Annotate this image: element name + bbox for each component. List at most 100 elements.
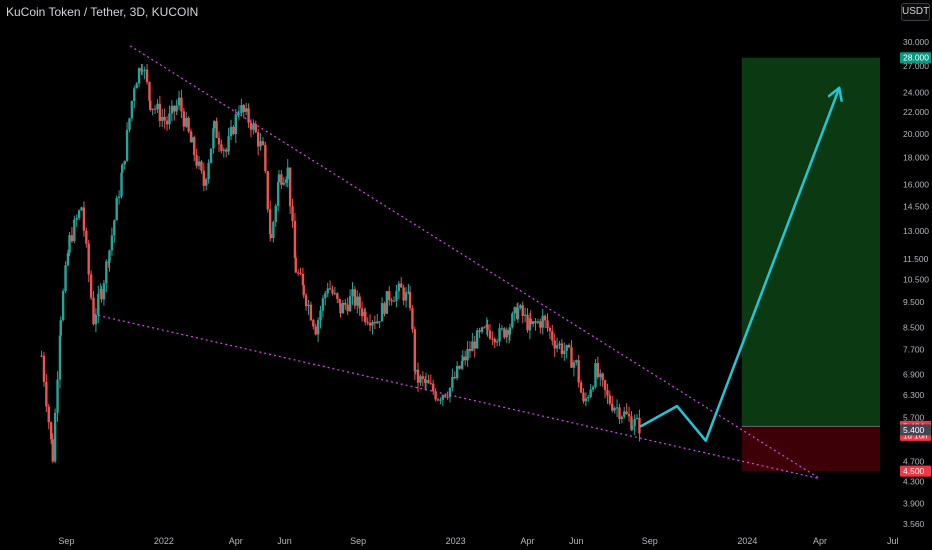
candle-body — [486, 324, 489, 331]
candle-body — [293, 220, 297, 258]
candle-body — [368, 322, 372, 326]
y-tick-label: 22.000 — [903, 107, 929, 117]
candle-body — [458, 365, 461, 369]
candle-body — [360, 308, 364, 317]
candle-body — [213, 121, 216, 129]
candle-body — [261, 141, 265, 145]
stop-zone — [741, 426, 881, 472]
candle-body — [455, 365, 459, 379]
x-tick-label: 2022 — [154, 536, 174, 546]
candle-body — [594, 363, 597, 387]
candle-body — [404, 292, 408, 301]
candle-body — [97, 293, 100, 316]
x-tick-label: Jun — [277, 536, 292, 546]
y-tick-label: 13.000 — [903, 226, 929, 236]
candle-body — [390, 300, 393, 302]
candle-body — [526, 314, 529, 331]
candle-body — [439, 399, 442, 401]
candle-body — [42, 355, 46, 382]
candle-body — [541, 315, 544, 328]
y-tick-label: 5.700 — [903, 413, 925, 423]
target-zone — [741, 57, 881, 427]
candle-body — [102, 283, 106, 300]
candle-body — [373, 322, 377, 324]
candle-body — [627, 413, 631, 417]
price-label-text: 5.400 — [903, 425, 925, 435]
candle-body — [77, 210, 81, 219]
candle-body — [471, 341, 474, 352]
candle-body — [272, 221, 275, 239]
candle-body — [611, 403, 614, 411]
candle-body — [252, 124, 255, 130]
candle-body — [336, 293, 339, 299]
candle-body — [128, 118, 131, 130]
candle-body — [371, 322, 374, 326]
arrow-head — [838, 86, 843, 102]
candle-body — [177, 97, 181, 106]
candle-body — [633, 418, 636, 427]
candle-body — [380, 303, 384, 322]
candle-body — [269, 234, 273, 239]
candle-body — [229, 126, 233, 137]
candle-body — [523, 314, 527, 316]
candle-body — [468, 348, 472, 352]
candle-body — [125, 129, 129, 161]
candle-body — [414, 369, 417, 372]
candle-body — [326, 288, 329, 294]
x-tick-label: Apr — [229, 536, 243, 546]
candle-body — [543, 315, 547, 321]
candle-body — [92, 297, 95, 325]
candle-body — [635, 417, 639, 419]
candle-body — [419, 376, 422, 383]
candle-body — [291, 206, 294, 221]
y-tick-label: 6.900 — [903, 369, 925, 379]
candle-body — [135, 83, 138, 89]
candle-body — [165, 120, 169, 125]
candle-body — [294, 257, 297, 273]
candle-body — [180, 97, 183, 112]
candle-body — [227, 136, 230, 152]
candle-body — [421, 376, 425, 379]
candle-body — [623, 411, 626, 417]
candle-body — [579, 382, 583, 393]
candle-body — [240, 105, 243, 114]
candle-body — [599, 373, 602, 378]
candle-body — [461, 356, 464, 361]
candle-body — [434, 391, 437, 400]
y-tick-label: 20.000 — [903, 129, 929, 139]
candle-body — [480, 327, 484, 332]
candle-body — [333, 293, 337, 295]
candle-body — [546, 320, 549, 329]
y-tick-label: 3.900 — [903, 499, 925, 509]
candle-body — [64, 265, 67, 292]
candle-body — [168, 113, 171, 125]
trendline-lower — [93, 313, 821, 480]
candle-body — [200, 161, 203, 171]
candle-body — [148, 82, 151, 101]
candle-body — [395, 291, 398, 301]
candle-body — [207, 162, 210, 179]
x-tick-label: Apr — [521, 536, 535, 546]
x-tick-label: Jul — [887, 536, 899, 546]
candle-body — [516, 307, 520, 319]
candle-body — [563, 350, 566, 355]
candle-body — [140, 68, 143, 72]
candle-body — [528, 318, 532, 331]
candle-body — [460, 360, 464, 369]
candle-body — [378, 321, 381, 323]
candle-body — [45, 381, 48, 407]
candle-body — [341, 303, 345, 314]
candle-body — [534, 321, 537, 323]
candle-body — [212, 128, 215, 149]
y-tick-label: 11.500 — [903, 254, 929, 264]
candle-body — [149, 100, 152, 110]
candle-body — [436, 399, 440, 401]
candle-body — [411, 308, 414, 330]
candle-body — [466, 348, 469, 361]
candle-body — [105, 261, 108, 284]
candle-body — [572, 362, 576, 368]
candle-body — [259, 141, 262, 147]
candle-body — [316, 320, 320, 335]
currency-button[interactable]: USDT — [901, 3, 930, 21]
